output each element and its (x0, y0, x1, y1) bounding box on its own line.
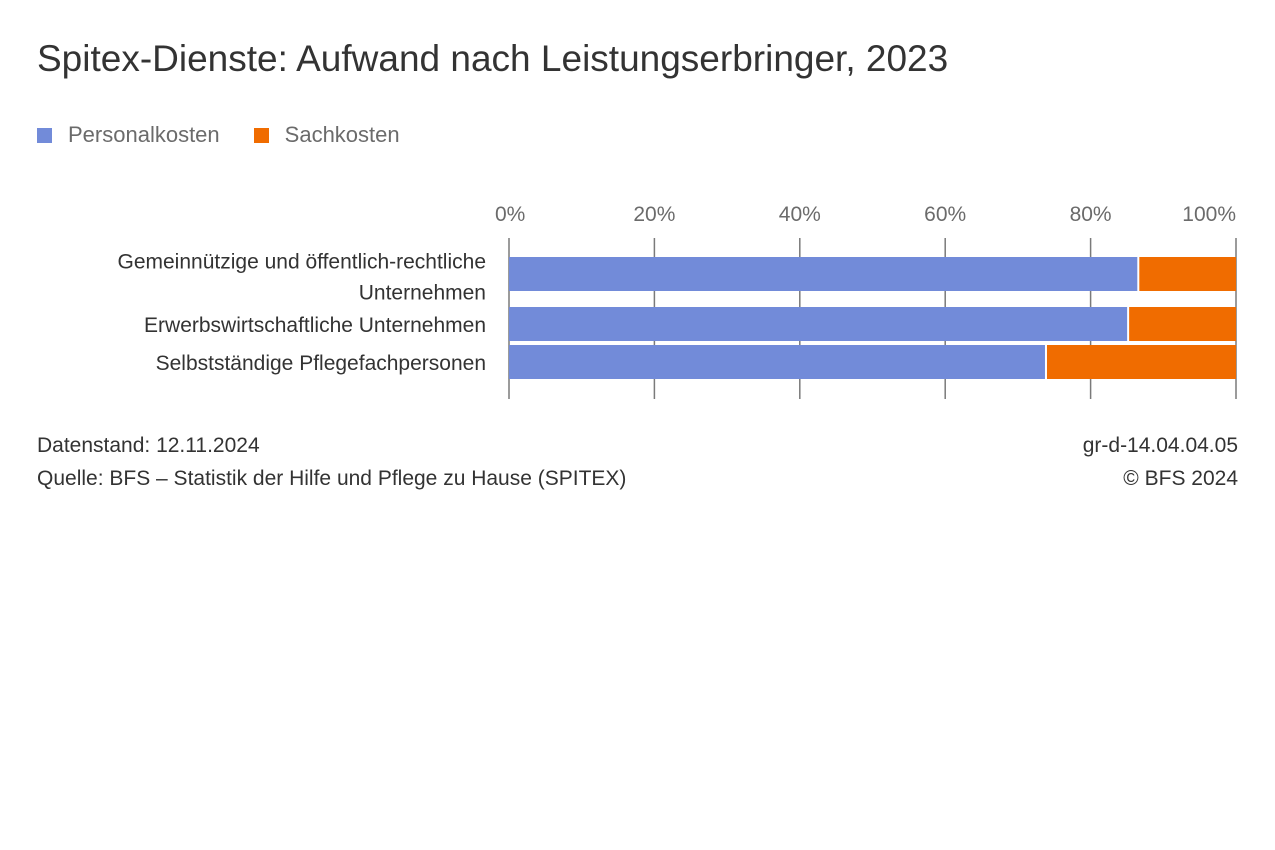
category-label: Selbstständige Pflegefachpersonen (156, 352, 486, 375)
x-tick-label: 60% (924, 203, 966, 226)
legend-swatch-sachkosten (253, 127, 269, 143)
category-label: Unternehmen (359, 282, 486, 305)
x-tick-label: 20% (633, 203, 675, 226)
x-tick-label: 80% (1070, 203, 1112, 226)
legend-item-personalkosten[interactable]: Personalkosten (37, 122, 220, 148)
bar-personalkosten (509, 257, 1138, 291)
footer-source: Quelle: BFS – Statistik der Hilfe und Pf… (37, 467, 627, 490)
footer-code: gr-d-14.04.04.05 (1082, 434, 1238, 457)
bar-personalkosten (509, 345, 1045, 379)
x-tick-label: 40% (779, 203, 821, 226)
bar-chart: 0% 20% 40% 60% 80% 100% Gemeinnützige und öffe… (118, 203, 1237, 399)
footer-date: Datenstand: 12.11.2024 (37, 434, 260, 457)
footer-copyright: © BFS 2024 (1123, 467, 1238, 490)
legend-label-personalkosten: Personalkosten (68, 122, 220, 147)
bar-sachkosten (1139, 257, 1236, 291)
chart-legend: Personalkosten Sachkosten (37, 122, 434, 148)
category-label: Gemeinnützige und öffentlich-rechtliche (118, 251, 487, 274)
legend-item-sachkosten[interactable]: Sachkosten (253, 122, 400, 148)
x-tick-label: 100% (1182, 203, 1236, 226)
chart-title: Spitex-Dienste: Aufwand nach Leistungser… (37, 38, 949, 79)
bar-sachkosten (1129, 307, 1236, 341)
bar-personalkosten (509, 307, 1128, 341)
category-label: Erwerbswirtschaftliche Unternehmen (144, 314, 486, 337)
legend-swatch-personalkosten (37, 127, 52, 143)
bar-sachkosten (1046, 345, 1236, 379)
legend-label-sachkosten: Sachkosten (284, 122, 400, 147)
x-tick-label: 0% (495, 203, 525, 226)
